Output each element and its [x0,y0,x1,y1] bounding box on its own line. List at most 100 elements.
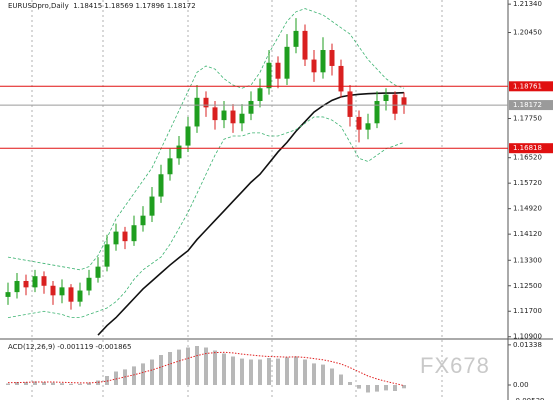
candle-body [5,292,11,297]
candle-body [311,59,317,73]
candle-body [392,94,398,114]
macd-bar [114,371,118,385]
macd-bar [231,356,235,385]
macd-bar [276,358,280,385]
macd-bar [366,385,370,393]
macd-bar [258,359,262,385]
candle-body [374,100,380,124]
candle-body [50,285,56,296]
y-tick-label: 0.00 [513,381,529,389]
macd-bar [321,364,325,385]
y-tick-label: 1.13300 [513,256,542,264]
y-tick-label: 1.17750 [513,115,542,123]
chart-title: EURUSDpro,Daily 1.18415 1.18569 1.17896 … [8,2,196,10]
macd-bar [141,363,145,385]
candle-body [113,231,119,245]
candle-body [239,113,245,124]
candle-body [284,46,290,79]
macd-bar [87,382,91,385]
macd-bar [285,357,289,385]
price-label-box [509,81,553,92]
macd-bar [222,353,226,385]
macd-bar [33,381,37,385]
macd-bar [330,368,334,385]
macd-bar [51,382,55,385]
candle-body [32,276,38,288]
macd-bar [159,355,163,385]
macd-bar [240,358,244,385]
macd-bar [177,349,181,385]
candle-body [158,174,164,197]
candle-body [275,62,281,79]
candle-body [23,280,29,288]
macd-bar [168,352,172,385]
macd-bar [348,382,352,385]
indicator-line [8,351,405,387]
y-tick-label: 1.14120 [513,230,542,238]
macd-bar [294,356,298,385]
candle-body [122,231,128,242]
macd-bar [303,359,307,385]
macd-bar [78,383,82,385]
macd-bar [213,350,217,385]
y-tick-label: 1.16520 [513,154,542,162]
macd-bar [384,385,388,391]
date-separators [31,0,443,400]
macd-bar [249,359,253,385]
indicator-title: ACD(12,26,9) -0.001119 -0.001865 [8,343,131,351]
candle-body [41,276,47,286]
candle-body [257,88,263,101]
price-label-box [509,143,553,154]
candle-body [149,196,155,216]
macd-bar [186,347,190,385]
candle-body [320,50,326,73]
candle-body [329,50,335,66]
macd-bar [15,382,19,385]
candle-body [176,145,182,159]
candle-body [230,110,236,124]
macd-bar [195,346,199,385]
candle-body [383,94,389,101]
candle-body [338,65,344,92]
candle-body [86,277,92,291]
y-tick-label: -0.00539 [513,397,544,400]
y-tick-label: 1.11700 [513,307,542,315]
candle-body [356,116,362,130]
y-tick-label: 1.10900 [513,333,542,341]
indicator-line [7,8,405,271]
y-tick-label: 1.21340 [513,0,542,8]
watermark: FX678 [420,353,490,378]
y-tick-label: 0.01338 [513,341,542,349]
candle-body [203,97,209,108]
y-tick-label: 1.15720 [513,179,542,187]
candle-body [185,126,191,146]
candle-body [77,290,83,302]
macd-bar [6,383,10,385]
candle-body [14,280,20,293]
candle-body [167,158,173,175]
candle-body [140,215,146,226]
macd-bar [393,385,397,391]
macd-bar [42,382,46,385]
price-label: 1.18172 [513,101,542,109]
y-tick-label: 1.12500 [513,282,542,290]
candle-body [59,287,65,296]
candle-body [68,287,74,302]
indicator-line [7,116,405,319]
candle-body [95,266,101,278]
macd-bar [402,385,406,389]
price-label: 1.18761 [513,82,542,90]
price-label: 1.16818 [513,144,542,152]
macd-bar [69,383,73,385]
candle-body [131,225,137,242]
candle-body [248,100,254,114]
candle-body [266,62,272,89]
candle-body [221,110,227,121]
candle-body [293,30,299,47]
macd-bar [24,382,28,385]
price-label-box [509,100,553,111]
macd-bar [60,383,64,385]
